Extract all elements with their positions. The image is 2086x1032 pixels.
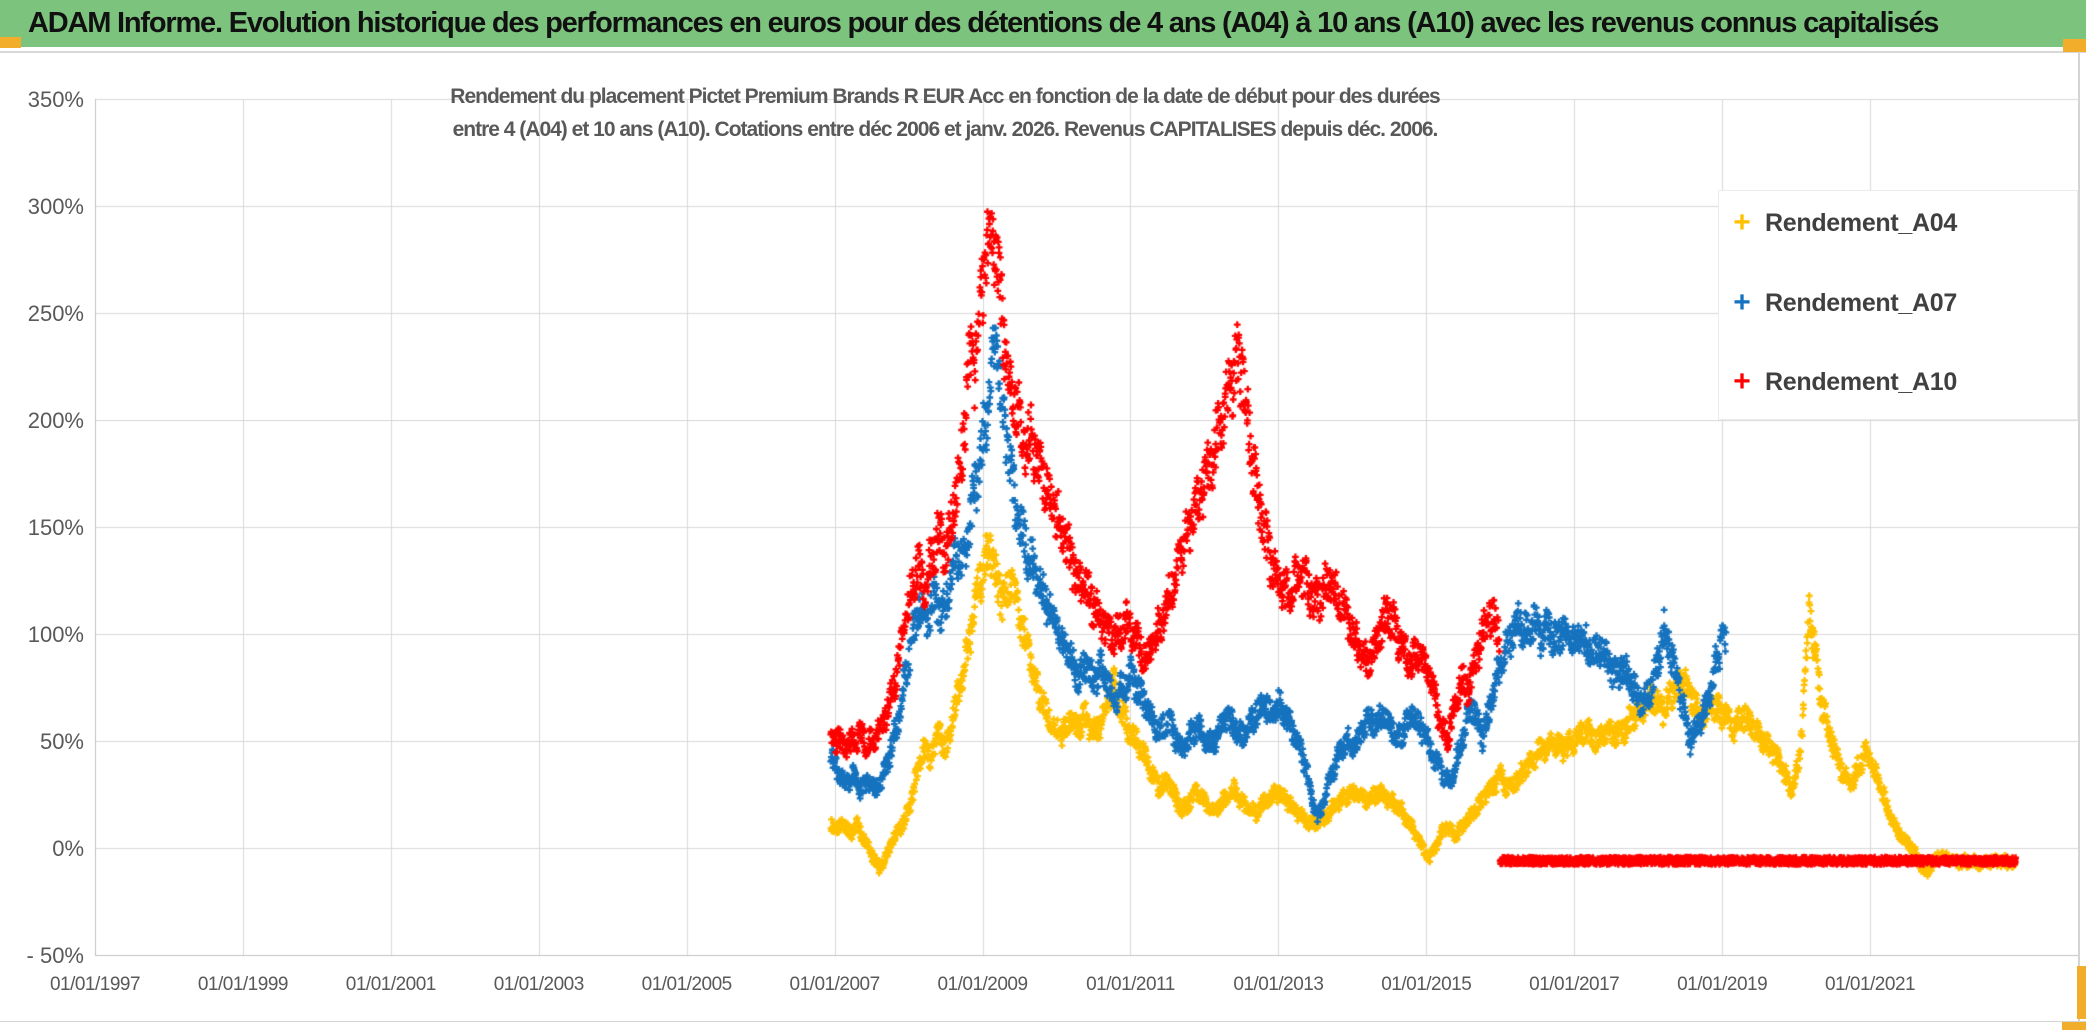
banner-title: ADAM Informe. Evolution historique des p… xyxy=(28,7,1939,39)
y-axis-tick-label: 150% xyxy=(27,515,84,540)
banner-divider xyxy=(0,51,2086,53)
y-axis-tick-label: 350% xyxy=(27,87,84,112)
x-axis-tick-label: 01/01/2005 xyxy=(641,974,733,995)
y-axis-tick-label: - 50% xyxy=(26,943,84,968)
plus-marker-icon: + xyxy=(1733,206,1751,239)
chart-legend: + Rendement_A04 + Rendement_A07 + Rendem… xyxy=(1718,190,2078,420)
legend-item-a04[interactable]: + Rendement_A04 xyxy=(1719,201,2075,245)
y-axis-tick-label: 50% xyxy=(39,729,84,754)
x-axis-tick-label: 01/01/1997 xyxy=(49,974,141,995)
chart-border-right xyxy=(2078,53,2080,1021)
legend-label: Rendement_A07 xyxy=(1765,288,1957,317)
gold-border-handle xyxy=(2077,966,2086,1019)
chart-title-line1: Rendement du placement Pictet Premium Br… xyxy=(450,85,1440,108)
x-axis-tick-label: 01/01/2021 xyxy=(1824,974,1916,995)
legend-item-a10[interactable]: + Rendement_A10 xyxy=(1719,360,2075,404)
x-axis-tick-label: 01/01/2011 xyxy=(1086,974,1175,995)
gold-border-handle xyxy=(2062,1022,2086,1030)
x-axis-tick-label: 01/01/2003 xyxy=(493,974,585,995)
legend-label: Rendement_A04 xyxy=(1765,208,1957,237)
x-axis-tick-label: 01/01/2007 xyxy=(789,974,881,995)
chart-title-line2: entre 4 (A04) et 10 ans (A10). Cotations… xyxy=(452,118,1439,141)
banner-title-bar: ADAM Informe. Evolution historique des p… xyxy=(0,0,2086,47)
legend-label: Rendement_A10 xyxy=(1765,367,1957,396)
gold-corner-mark xyxy=(2063,39,2086,52)
gold-corner-mark xyxy=(0,37,21,48)
chart-title: Rendement du placement Pictet Premium Br… xyxy=(340,80,1550,146)
x-axis-tick-label: 01/01/2009 xyxy=(937,974,1028,995)
y-axis-tick-label: 200% xyxy=(27,408,84,433)
y-axis-tick-label: 0% xyxy=(52,836,84,861)
x-axis-tick-label: 01/01/2001 xyxy=(345,974,437,995)
x-axis-tick-label: 01/01/2015 xyxy=(1381,974,1472,995)
plus-marker-icon: + xyxy=(1733,286,1751,319)
legend-item-a07[interactable]: + Rendement_A07 xyxy=(1719,281,2075,325)
x-axis-tick-label: 01/01/2017 xyxy=(1529,974,1620,995)
y-axis-tick-label: 250% xyxy=(27,301,84,326)
y-axis-tick-label: 100% xyxy=(27,622,84,647)
x-axis-tick-label: 01/01/1999 xyxy=(197,974,289,995)
chart-border-bottom xyxy=(0,1021,2086,1022)
plus-marker-icon: + xyxy=(1733,365,1751,398)
y-axis-tick-label: 300% xyxy=(27,194,84,219)
x-axis-tick-label: 01/01/2019 xyxy=(1677,974,1768,995)
x-axis-tick-label: 01/01/2013 xyxy=(1233,974,1324,995)
